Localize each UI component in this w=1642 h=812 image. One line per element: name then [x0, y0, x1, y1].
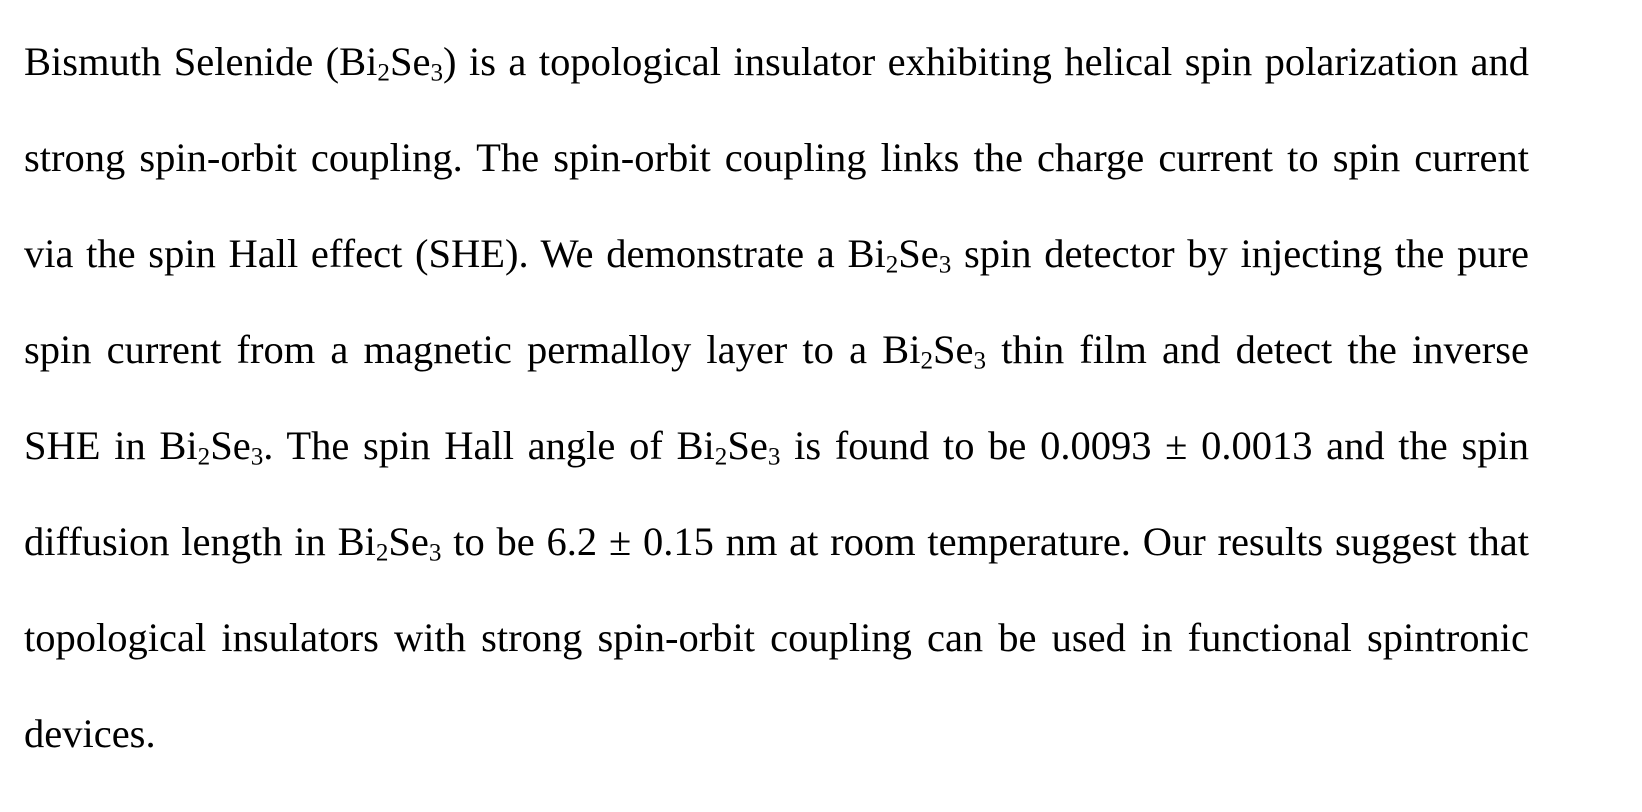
subscript: 3 [250, 443, 264, 471]
abstract-paragraph: Bismuth Selenide (Bi2Se3) is a topologic… [24, 14, 1529, 782]
subscript: 2 [377, 59, 390, 87]
text-span: Se [933, 327, 974, 372]
subscript: 2 [885, 251, 899, 279]
text-span: Se [389, 39, 431, 84]
subscript: 2 [714, 443, 728, 471]
subscript: 3 [767, 443, 781, 471]
subscript: 2 [375, 539, 389, 567]
subscript: 2 [197, 443, 211, 471]
text-span: to be 6.2 ± 0.15 nm at room temperature.… [24, 519, 1529, 756]
subscript: 3 [938, 251, 952, 279]
text-span: . The spin Hall angle of Bi [263, 423, 715, 468]
text-span: Se [898, 231, 939, 276]
text-span: Se [727, 423, 768, 468]
text-span: thin film and detect the inverse SHE in … [24, 327, 1529, 468]
subscript: 3 [430, 59, 444, 87]
text-span: Se [388, 519, 429, 564]
subscript: 3 [428, 539, 442, 567]
text-span: Se [210, 423, 251, 468]
subscript: 3 [973, 347, 987, 375]
text-span: is found to be 0.0093 ± 0.0013 and the s… [24, 423, 1529, 564]
text-span: spin detector by injecting the pure spin… [24, 231, 1529, 372]
text-span: ) is a topological insulator exhibiting … [24, 39, 1530, 276]
subscript: 2 [920, 347, 934, 375]
text-span: Bismuth Selenide (Bi [24, 39, 378, 84]
